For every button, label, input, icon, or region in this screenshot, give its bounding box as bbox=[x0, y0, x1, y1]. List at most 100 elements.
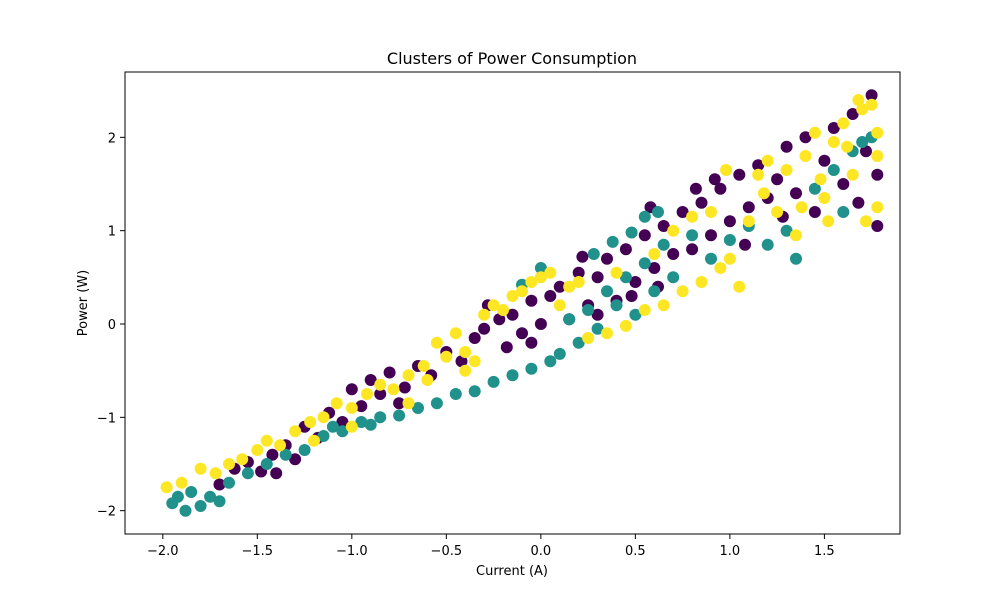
data-point-cluster-0 bbox=[648, 262, 661, 274]
data-point-cluster-0 bbox=[591, 308, 604, 321]
plot-area bbox=[124, 71, 901, 535]
data-point-cluster-2 bbox=[865, 98, 878, 111]
data-point-cluster-0 bbox=[336, 416, 349, 428]
data-point-cluster-0 bbox=[733, 168, 746, 181]
data-point-cluster-2 bbox=[795, 201, 808, 214]
data-point-cluster-2 bbox=[856, 103, 869, 116]
x-tick-label: −1.5 bbox=[242, 544, 274, 559]
data-point-cluster-2 bbox=[417, 360, 430, 372]
x-tick-label: −0.5 bbox=[431, 544, 463, 559]
data-point-cluster-0 bbox=[657, 220, 670, 232]
data-point-cluster-2 bbox=[304, 416, 317, 428]
data-point-cluster-2 bbox=[194, 462, 207, 475]
data-point-cluster-0 bbox=[601, 252, 613, 265]
data-point-cluster-2 bbox=[871, 126, 884, 139]
data-point-cluster-2 bbox=[714, 262, 727, 274]
data-point-cluster-1 bbox=[780, 224, 793, 237]
y-axis-label: Power (W) bbox=[76, 270, 91, 336]
y-tick-label: −1 bbox=[97, 411, 116, 426]
data-point-cluster-2 bbox=[345, 420, 358, 433]
x-axis: −2.0 −1.5 −1.0 −0.5 0.0 0.5 1.0 1.5 bbox=[147, 534, 835, 559]
data-point-cluster-1 bbox=[686, 229, 699, 242]
x-tick-label: 1.5 bbox=[814, 544, 835, 559]
data-point-cluster-2 bbox=[260, 434, 273, 447]
data-point-cluster-0 bbox=[752, 159, 765, 172]
data-point-cluster-0 bbox=[398, 381, 411, 394]
data-point-cluster-1 bbox=[705, 252, 717, 265]
data-point-cluster-2 bbox=[553, 299, 566, 312]
chart-title: Clusters of Power Consumption bbox=[387, 49, 637, 68]
data-point-cluster-2 bbox=[667, 224, 680, 237]
data-point-cluster-1 bbox=[648, 285, 661, 298]
data-point-cluster-0 bbox=[625, 290, 638, 302]
data-point-cluster-0 bbox=[852, 196, 865, 209]
data-point-cluster-2 bbox=[421, 374, 434, 386]
data-point-cluster-0 bbox=[393, 397, 406, 410]
data-point-cluster-1 bbox=[185, 486, 198, 498]
data-point-cluster-1 bbox=[534, 262, 547, 274]
y-tick-label: 1 bbox=[108, 225, 116, 240]
data-point-cluster-1 bbox=[412, 402, 424, 414]
data-point-cluster-1 bbox=[213, 495, 226, 508]
data-point-cluster-2 bbox=[223, 458, 235, 470]
data-point-cluster-2 bbox=[374, 378, 387, 391]
data-point-cluster-2 bbox=[449, 327, 462, 340]
data-point-cluster-0 bbox=[818, 154, 831, 167]
data-point-cluster-2 bbox=[497, 304, 509, 316]
data-point-cluster-1 bbox=[591, 322, 604, 335]
data-point-cluster-2 bbox=[790, 229, 802, 242]
data-point-cluster-0 bbox=[708, 173, 721, 186]
data-point-cluster-2 bbox=[487, 299, 500, 312]
data-point-cluster-0 bbox=[525, 294, 538, 307]
data-point-cluster-1 bbox=[364, 418, 377, 431]
data-point-cluster-2 bbox=[236, 453, 249, 466]
data-point-cluster-2 bbox=[317, 411, 330, 424]
data-point-cluster-2 bbox=[846, 168, 859, 181]
data-point-cluster-2 bbox=[686, 210, 699, 223]
data-point-cluster-1 bbox=[326, 420, 339, 433]
data-point-cluster-0 bbox=[576, 250, 589, 263]
data-point-cluster-1 bbox=[587, 248, 600, 260]
data-point-cluster-2 bbox=[402, 369, 415, 382]
data-point-cluster-1 bbox=[856, 136, 869, 148]
data-point-cluster-0 bbox=[534, 318, 547, 330]
data-point-cluster-1 bbox=[652, 206, 664, 218]
data-point-cluster-0 bbox=[213, 478, 226, 491]
data-point-cluster-0 bbox=[846, 108, 859, 120]
data-point-cluster-0 bbox=[780, 140, 793, 153]
data-point-cluster-1 bbox=[298, 444, 311, 456]
data-point-cluster-2 bbox=[534, 271, 547, 284]
data-point-cluster-0 bbox=[695, 196, 708, 209]
y-tick-label: 2 bbox=[108, 131, 116, 146]
data-point-cluster-1 bbox=[449, 388, 462, 400]
data-point-cluster-2 bbox=[175, 476, 188, 489]
data-point-cluster-2 bbox=[705, 206, 717, 218]
y-tick-label: −2 bbox=[97, 505, 116, 520]
data-point-cluster-0 bbox=[771, 173, 784, 186]
data-point-cluster-0 bbox=[364, 374, 377, 386]
data-point-cluster-0 bbox=[808, 206, 821, 218]
data-point-cluster-1 bbox=[194, 500, 207, 512]
data-point-cluster-2 bbox=[676, 285, 689, 298]
data-point-cluster-2 bbox=[544, 266, 557, 279]
data-point-cluster-1 bbox=[601, 285, 613, 298]
data-point-cluster-1 bbox=[610, 299, 623, 312]
x-tick-label: −2.0 bbox=[147, 544, 179, 559]
x-tick-label: 0.5 bbox=[625, 544, 646, 559]
data-point-cluster-1 bbox=[572, 336, 585, 349]
data-point-cluster-1 bbox=[563, 313, 576, 326]
data-point-cluster-0 bbox=[383, 366, 396, 379]
data-point-cluster-2 bbox=[808, 126, 821, 139]
data-point-cluster-1 bbox=[468, 385, 481, 398]
data-point-cluster-2 bbox=[837, 117, 850, 130]
data-point-cluster-2 bbox=[402, 397, 415, 410]
data-point-cluster-2 bbox=[610, 266, 623, 279]
data-point-cluster-2 bbox=[274, 439, 286, 452]
data-point-cluster-2 bbox=[780, 164, 793, 176]
data-point-cluster-1 bbox=[629, 308, 642, 321]
data-point-cluster-0 bbox=[506, 308, 519, 321]
data-point-cluster-0 bbox=[676, 206, 689, 218]
data-point-cluster-1 bbox=[393, 409, 406, 422]
data-point-cluster-2 bbox=[733, 280, 746, 293]
